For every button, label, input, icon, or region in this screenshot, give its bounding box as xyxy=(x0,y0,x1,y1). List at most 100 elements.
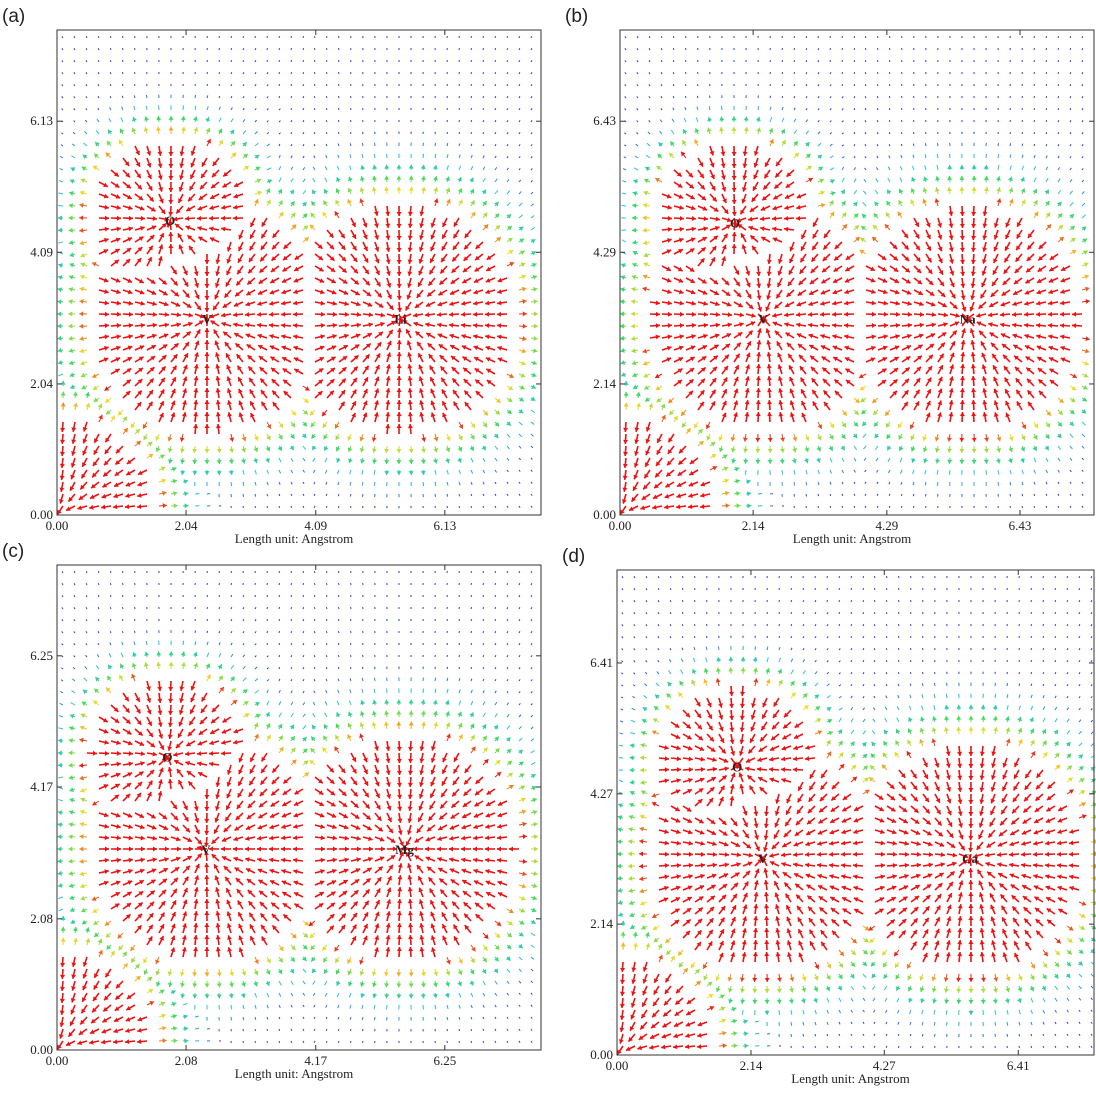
field-arrow xyxy=(518,469,521,472)
field-arrow-head xyxy=(171,466,177,472)
field-arrow-head xyxy=(70,462,76,468)
field-arrow-head xyxy=(162,290,168,296)
field-arrow xyxy=(708,106,711,111)
field-arrow xyxy=(530,409,535,414)
field-arrow-head xyxy=(430,234,436,240)
field-arrow-head xyxy=(269,311,274,317)
field-arrow xyxy=(829,155,834,159)
field-arrow-head xyxy=(127,357,132,362)
field-arrow-head xyxy=(694,139,699,144)
field-arrow xyxy=(254,47,257,51)
field-arrow-head xyxy=(519,396,524,402)
field-arrow-head xyxy=(193,271,199,276)
field-arrow xyxy=(313,95,316,99)
field-arrow xyxy=(121,59,124,63)
field-arrow-head xyxy=(125,493,130,498)
field-arrow xyxy=(470,166,474,171)
field-arrow-head xyxy=(303,410,308,415)
field-arrow xyxy=(290,166,294,171)
field-arrow xyxy=(912,131,915,135)
field-arrow-head xyxy=(57,287,62,293)
field-arrow-head xyxy=(760,216,765,222)
field-arrow xyxy=(60,144,64,147)
field-arrow-head xyxy=(91,483,96,489)
field-arrow-head xyxy=(204,340,210,345)
field-arrow-head xyxy=(742,151,748,156)
field-arrow xyxy=(781,71,784,75)
field-arrow-head xyxy=(281,289,287,295)
field-arrow xyxy=(482,35,485,39)
field-arrow xyxy=(1069,71,1072,75)
field-arrow xyxy=(817,131,821,135)
field-arrow-head xyxy=(140,322,145,328)
field-arrow-head xyxy=(442,222,447,228)
field-arrow xyxy=(313,47,316,51)
field-arrow-head xyxy=(731,199,737,204)
field-arrow xyxy=(446,143,449,147)
field-arrow xyxy=(458,505,461,509)
field-arrow-head xyxy=(396,271,402,276)
field-arrow-head xyxy=(445,447,451,453)
field-arrow-head xyxy=(69,360,74,366)
field-arrow xyxy=(636,132,639,135)
field-arrow-head xyxy=(407,211,413,216)
field-arrow-head xyxy=(92,385,98,390)
field-arrow-head xyxy=(257,311,262,317)
field-arrow-head xyxy=(245,322,250,328)
field-arrow xyxy=(518,481,521,484)
field-arrow-head xyxy=(81,166,87,171)
field-arrow xyxy=(864,156,867,159)
field-arrow-head xyxy=(885,422,891,428)
field-arrow-head xyxy=(474,267,480,272)
field-arrow-head xyxy=(341,267,347,273)
field-arrow-head xyxy=(57,215,62,221)
field-arrow xyxy=(817,84,820,87)
field-arrow-head xyxy=(622,463,628,468)
field-arrow xyxy=(506,156,509,159)
field-arrow xyxy=(242,107,245,111)
field-arrow-head xyxy=(518,226,524,232)
field-arrow-head xyxy=(138,470,143,475)
field-arrow xyxy=(434,469,437,475)
field-arrow-head xyxy=(667,226,672,232)
field-arrow xyxy=(1081,35,1084,39)
field-arrow xyxy=(518,433,523,438)
field-arrow-head xyxy=(320,334,325,340)
field-arrow-head xyxy=(352,377,357,383)
field-arrow-head xyxy=(123,428,128,433)
field-arrow-head xyxy=(518,408,524,414)
field-arrow-head xyxy=(365,280,370,286)
field-arrow-head xyxy=(224,342,230,347)
field-arrow-head xyxy=(947,164,953,170)
field-arrow-head xyxy=(184,342,190,347)
field-arrow-head xyxy=(335,446,341,452)
field-arrow-head xyxy=(137,379,143,384)
field-arrow-head xyxy=(270,267,276,272)
field-arrow-head xyxy=(281,311,286,317)
field-arrow-head xyxy=(204,412,210,417)
field-arrow-head xyxy=(281,345,287,351)
field-arrow-head xyxy=(1000,312,1005,318)
field-arrow xyxy=(864,71,867,75)
field-arrow xyxy=(936,165,939,171)
field-arrow xyxy=(434,493,437,497)
field-arrow-head xyxy=(820,311,825,317)
field-arrow-head xyxy=(143,127,149,132)
field-arrow xyxy=(853,83,856,87)
field-arrow-head xyxy=(362,222,368,228)
field-arrow-head xyxy=(453,401,458,407)
field-arrow xyxy=(349,493,352,497)
field-arrow xyxy=(853,107,856,111)
field-arrow-head xyxy=(178,186,184,192)
field-arrow-head xyxy=(452,256,457,262)
field-arrow xyxy=(793,35,796,39)
field-arrow-head xyxy=(335,188,341,194)
field-arrow xyxy=(482,469,486,474)
field-arrow-head xyxy=(215,388,221,393)
field-arrow xyxy=(242,469,245,475)
field-arrow-head xyxy=(128,215,133,221)
field-arrow xyxy=(349,131,352,135)
field-arrow xyxy=(875,457,879,462)
field-arrow-head xyxy=(81,384,87,390)
field-arrow-head xyxy=(259,367,265,372)
